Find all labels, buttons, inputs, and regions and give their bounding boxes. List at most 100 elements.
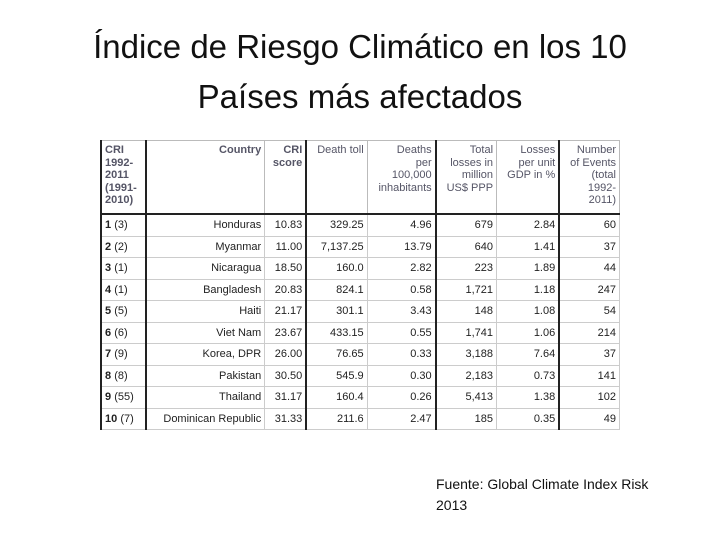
header-text: inhabitants [378,181,432,194]
rank: 4 [105,283,112,296]
source-line: Fuente: Global Climate Index Risk [436,476,649,492]
previous-rank: (5) [114,305,128,318]
table-cell: 30.50 [264,364,308,387]
header-text: per [415,156,432,169]
table-cell: 0.35 [496,407,561,430]
table-cell: 44 [558,257,621,280]
table-cell: Nicaragua [145,257,266,280]
header-text: Deaths [396,144,432,156]
table-cell: 0.55 [366,321,437,344]
header-text: (1991- [105,181,137,194]
table-cell: 545.9 [305,364,368,387]
rank: 7 [105,348,112,361]
rank-cell: 4 (1) [100,278,147,301]
table-cell: 247 [558,278,621,301]
table-cell: 0.26 [366,386,437,409]
rank-cell: 7 (9) [100,343,147,366]
header-text: 1992- [587,181,616,194]
table-cell: 5,413 [435,386,498,409]
rank: 3 [105,262,112,275]
rank: 8 [105,369,112,382]
table-cell: 1.89 [496,257,561,280]
table-cell: Dominican Republic [145,407,266,430]
table-row: 1 (3) Honduras 10.83 329.25 4.96 679 2.84 60 [100,213,621,237]
header-text: 2011) [588,194,616,206]
rank: 2 [105,240,112,253]
table-cell: 185 [435,407,498,430]
table-cell: 214 [558,321,621,344]
table-cell: 10.83 [264,213,308,237]
table-cell: 2.84 [496,213,561,237]
table-cell: 824.1 [305,278,368,301]
previous-rank: (1) [114,262,128,275]
table-cell: 37 [558,343,621,366]
previous-rank: (8) [114,369,128,382]
header-text: US$ PPP [446,181,494,194]
table-row: 10 (7) Dominican Republic 31.33 211.6 2.47 18… [100,407,621,430]
rank-cell: 5 (5) [100,300,147,323]
table-row: 7 (9) Korea, DPR 26.00 76.65 0.33 3,188 7.64 37 [100,343,621,366]
table-cell: 31.33 [264,407,308,430]
header-text: million [461,169,494,181]
header-text: Losses [520,144,556,156]
table-cell: 2.82 [366,257,437,280]
previous-rank: (9) [114,348,128,361]
table-row: 9 (55) Thailand 31.17 160.4 0.26 5,413 1.38 102 [100,386,621,409]
table-cell: 679 [435,213,498,237]
table-cell: Thailand [145,386,266,409]
previous-rank: (2) [114,240,128,253]
table-cell: 3.43 [366,300,437,323]
rank-cell: 10 (7) [100,407,147,430]
slide-title: Índice de Riesgo Climático en los 10 País… [40,22,680,122]
table-cell: 0.58 [366,278,437,301]
table-cell: 13.79 [366,235,437,258]
table-cell: 1.38 [496,386,561,409]
table-cell: 49 [558,407,621,430]
table-cell: 18.50 [264,257,308,280]
source-note: Fuente: Global Climate Index Risk 2013 [436,474,696,516]
table-cell: 102 [558,386,621,409]
source-line: 2013 [436,497,468,513]
table-cell: 1.18 [496,278,561,301]
table-cell: 2.47 [366,407,437,430]
header-cell: CRI 1992- 2011 (1991- 2010) [100,140,147,215]
table-cell: 11.00 [264,235,308,258]
table-row: 6 (6) Viet Nam 23.67 433.15 0.55 1,741 1.06 214 [100,321,621,344]
table-cell: 160.0 [305,257,368,280]
header-cell: Losses per unit GDP in % [496,140,561,215]
table-cell: Viet Nam [145,321,266,344]
header-cell: Deaths per 100,000 inhabitants [366,140,437,215]
table-row: 2 (2) Myanmar 11.00 7,137.25 13.79 640 1.41 37 [100,235,621,258]
table-cell: Bangladesh [145,278,266,301]
table-cell: Haiti [145,300,266,323]
table-cell: 3,188 [435,343,498,366]
header-text: 2010) [105,194,134,206]
rank: 5 [105,305,112,318]
header-cell: CRI score [264,140,308,215]
header-text: (total [591,169,616,181]
header-text: losses in [450,156,494,169]
table-cell: Pakistan [145,364,266,387]
table-cell: 1,721 [435,278,498,301]
table-cell: 141 [558,364,621,387]
header-row: CRI 1992- 2011 (1991- 2010) Country CRI score De… [100,140,621,215]
header-text: CRI [105,144,124,156]
header-text: per unit [518,156,556,169]
previous-rank: (7) [120,412,134,425]
rank-cell: 3 (1) [100,257,147,280]
table-row: 3 (1) Nicaragua 18.50 160.0 2.82 223 1.89 44 [100,257,621,280]
previous-rank: (3) [114,219,128,232]
header-text: Total [469,144,494,156]
table-cell: 7.64 [496,343,561,366]
table-cell: 26.00 [264,343,308,366]
header-text: Death toll [317,144,364,156]
previous-rank: (1) [114,283,128,296]
table-cell: 4.96 [366,213,437,237]
header-text: Number [576,144,616,156]
table-cell: 37 [558,235,621,258]
table-cell: 21.17 [264,300,308,323]
table-cell: 211.6 [305,407,368,430]
rank-cell: 1 (3) [100,213,147,237]
rank-cell: 8 (8) [100,364,147,387]
